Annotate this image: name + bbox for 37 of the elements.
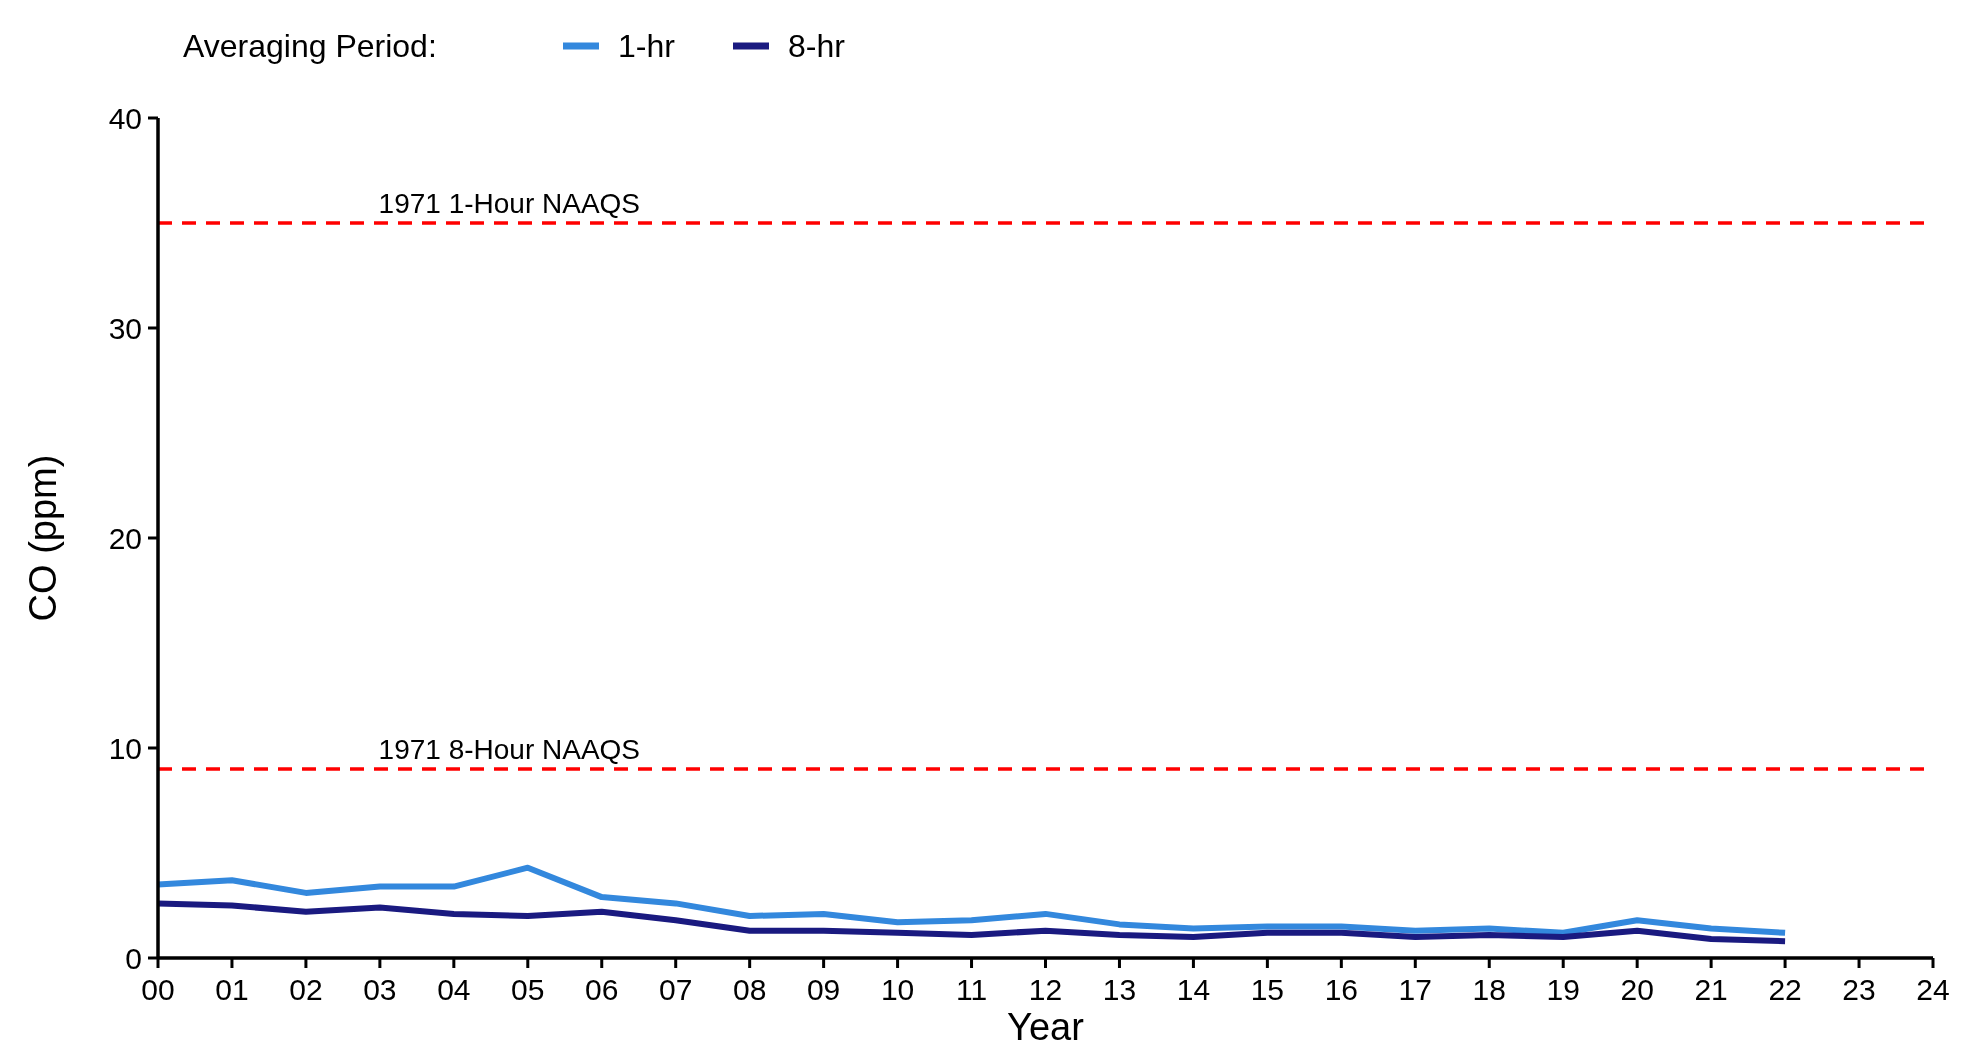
x-tick-label: 00: [141, 973, 175, 1006]
y-tick-label: 10: [108, 731, 142, 765]
x-tick-label: 03: [363, 973, 397, 1006]
ref-line-label: 1971 8-Hour NAAQS: [378, 734, 641, 765]
y-tick-label: 20: [108, 521, 142, 555]
x-tick-label: 24: [1916, 973, 1950, 1006]
legend-title: Averaging Period:: [183, 28, 437, 65]
legend-label: 1-hr: [618, 28, 676, 65]
x-tick-label: 19: [1546, 973, 1580, 1006]
ref-line-label: 1971 1-Hour NAAQS: [378, 188, 641, 219]
x-tick-label: 09: [806, 973, 841, 1006]
x-tick-label: 06: [585, 973, 619, 1006]
x-tick-label: 16: [1324, 973, 1359, 1006]
x-tick-label: 05: [511, 973, 545, 1006]
y-tick-label: 30: [108, 311, 142, 345]
x-tick-label: 10: [880, 973, 915, 1006]
x-tick-label: 02: [289, 973, 323, 1006]
x-tick-label: 21: [1694, 973, 1728, 1006]
y-axis-title: CO (ppm): [22, 454, 64, 622]
y-tick-label: 0: [125, 941, 142, 975]
x-tick-label: 20: [1620, 973, 1654, 1006]
x-tick-label: 18: [1472, 973, 1506, 1006]
x-axis-title: Year: [1007, 1006, 1085, 1048]
x-tick-label: 14: [1176, 973, 1211, 1006]
x-tick-label: 23: [1842, 973, 1876, 1006]
x-tick-label: 15: [1250, 973, 1285, 1006]
x-tick-label: 01: [215, 973, 249, 1006]
legend-label: 8-hr: [788, 28, 846, 65]
x-tick-label: 17: [1398, 973, 1432, 1006]
x-tick-label: 07: [659, 973, 693, 1006]
y-tick-label: 40: [108, 101, 142, 135]
x-tick-label: 08: [732, 973, 767, 1006]
x-tick-label: 13: [1102, 973, 1137, 1006]
x-tick-label: 22: [1768, 973, 1802, 1006]
x-tick-label: 12: [1028, 973, 1063, 1006]
x-tick-label: 04: [437, 973, 471, 1006]
x-tick-label: 11: [955, 973, 988, 1006]
